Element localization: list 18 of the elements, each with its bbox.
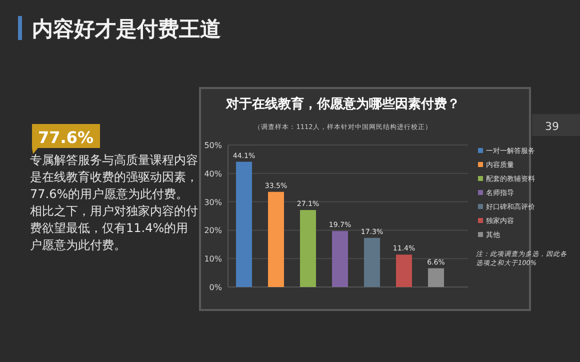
y-tick-label: 20% (204, 226, 222, 236)
y-tick-label: 40% (204, 169, 222, 178)
bar (268, 192, 284, 287)
text: 专属解答服务与高质量课程内容是在线教育收费的强驱动因素，77.6%的用户愿意为此付费。相比之下，用户对独家内容的付费欲望最低，仅有11.4%的用户愿意为此付费。 (30, 152, 199, 254)
y-tick-label: 30% (204, 198, 222, 207)
bar (364, 238, 380, 287)
text: 内容好才是付费王道 (32, 17, 221, 41)
y-tick-label: 0% (209, 283, 222, 292)
bar (332, 231, 348, 287)
chart-title: 对于在线教育，你愿意为哪些因素付费？ (225, 96, 460, 112)
text: 39 (545, 120, 559, 133)
text: 77.6% (38, 128, 94, 147)
bar (300, 210, 316, 287)
y-tick-label: 50% (204, 141, 222, 150)
bar (396, 254, 412, 287)
bar (428, 268, 444, 287)
bar (236, 162, 252, 287)
y-tick-label: 10% (204, 254, 222, 264)
